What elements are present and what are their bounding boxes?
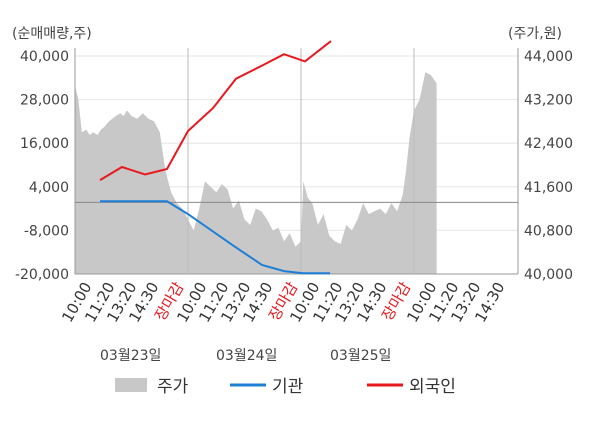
legend-swatch-price	[115, 378, 147, 392]
left-tick-label: 4,000	[29, 180, 69, 196]
left-axis-ticks: 40,000 28,000 16,000 4,000 -8,000 -20,000	[15, 49, 69, 283]
right-tick-label: 43,200	[524, 93, 573, 109]
right-tick-label: 41,600	[524, 180, 573, 196]
right-tick-label: 40,000	[524, 267, 573, 283]
flow-lines	[99, 40, 332, 275]
date-label: 03월25일	[330, 348, 391, 364]
left-tick-label: -20,000	[15, 267, 69, 283]
left-axis-label: (순매매량,주)	[12, 26, 92, 42]
foreign-line	[99, 40, 332, 181]
price-area-series	[75, 72, 437, 274]
left-tick-label: 28,000	[20, 93, 69, 109]
price-area	[75, 72, 437, 274]
left-tick-label: 16,000	[20, 136, 69, 152]
date-labels: 03월23일 03월24일 03월25일	[100, 348, 391, 364]
right-tick-label: 40,800	[524, 223, 573, 239]
date-label: 03월23일	[100, 348, 161, 364]
legend-label-price: 주가	[157, 377, 189, 397]
legend-label-foreign: 외국인	[409, 377, 456, 397]
right-tick-label: 42,400	[524, 136, 573, 152]
legend-label-institution: 기관	[272, 377, 303, 397]
right-axis-ticks: 44,000 43,200 42,400 41,600 40,800 40,000	[524, 49, 573, 283]
date-label: 03월24일	[216, 348, 277, 364]
right-tick-label: 44,000	[524, 49, 573, 65]
left-tick-label: 40,000	[20, 49, 69, 65]
right-axis-label: (주가,원)	[508, 26, 562, 42]
left-tick-label: -8,000	[24, 223, 69, 239]
plot-frame	[74, 48, 519, 275]
institution-line	[100, 200, 330, 275]
legend: 주가 기관 외국인	[115, 377, 456, 397]
x-axis-ticks: 10:0011:2013:2014:30장마감10:0011:2013:2014…	[58, 279, 508, 326]
